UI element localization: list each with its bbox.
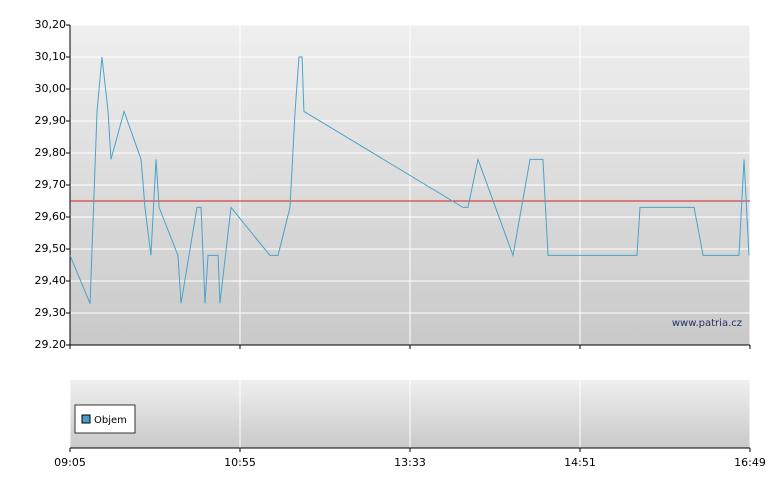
- y-tick-label: 29.20: [35, 338, 67, 351]
- y-tick-label: 30,00: [35, 82, 67, 95]
- x-tick-label: 10:55: [224, 456, 256, 469]
- price-line: [69, 56, 750, 304]
- x-tick-label: 09:05: [54, 456, 86, 469]
- x-tick-label: 14:51: [564, 456, 596, 469]
- y-tick-label: 30,20: [35, 18, 67, 31]
- y-tick-label: 29,50: [35, 242, 67, 255]
- y-tick-label: 29,30: [35, 306, 67, 319]
- y-tick-label: 29,70: [35, 178, 67, 191]
- y-tick-label: 29,60: [35, 210, 67, 223]
- watermark: www.patria.cz: [672, 318, 742, 329]
- y-tick-label: 29,80: [35, 146, 67, 159]
- x-tick-label: 13:33: [394, 456, 426, 469]
- y-tick-label: 30,10: [35, 50, 67, 63]
- y-tick-label: 29,90: [35, 114, 67, 127]
- legend-label: Objem: [94, 415, 127, 426]
- y-tick-label: 29,40: [35, 274, 67, 287]
- legend-swatch: [81, 414, 91, 424]
- x-tick-label: 16:49: [734, 456, 766, 469]
